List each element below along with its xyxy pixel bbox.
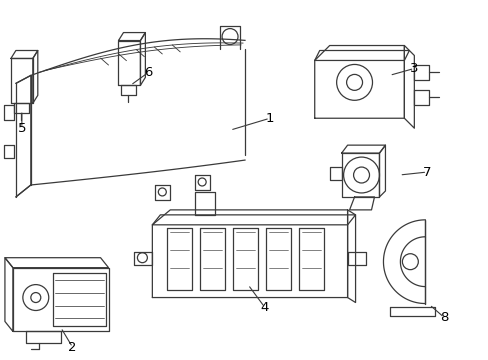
Text: 2: 2 — [68, 341, 77, 354]
Text: 7: 7 — [422, 166, 430, 179]
Text: 1: 1 — [265, 112, 274, 125]
Text: 3: 3 — [409, 62, 418, 75]
Text: 8: 8 — [439, 311, 447, 324]
Text: 4: 4 — [260, 301, 268, 314]
Text: 5: 5 — [18, 122, 26, 135]
Text: 6: 6 — [144, 66, 152, 79]
